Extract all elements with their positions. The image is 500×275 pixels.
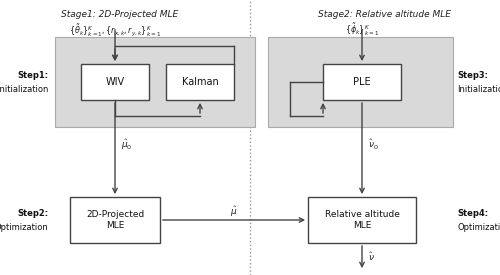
Text: $\hat{\mu}_0$: $\hat{\mu}_0$ xyxy=(121,137,132,152)
Bar xyxy=(323,64,401,100)
Text: Optimization: Optimization xyxy=(457,224,500,232)
Bar xyxy=(81,64,149,100)
Text: Kalman: Kalman xyxy=(182,77,218,87)
Text: 2D-Projected
MLE: 2D-Projected MLE xyxy=(86,210,144,230)
Text: $\{\tilde{\theta}_k\}_{k=1}^K,\{r_{x,k},r_{y,k}\}_{k=1}^K$: $\{\tilde{\theta}_k\}_{k=1}^K,\{r_{x,k},… xyxy=(69,22,161,38)
Text: Initialization: Initialization xyxy=(457,86,500,95)
Bar xyxy=(70,197,160,243)
Text: Optimization: Optimization xyxy=(0,224,48,232)
Text: $\hat{\nu}_0$: $\hat{\nu}_0$ xyxy=(368,138,378,152)
Text: PLE: PLE xyxy=(353,77,371,87)
Bar xyxy=(268,37,453,127)
Text: Stage1: 2D-Projected MLE: Stage1: 2D-Projected MLE xyxy=(62,10,178,19)
Bar xyxy=(166,64,234,100)
Bar xyxy=(308,197,416,243)
Text: Initialization: Initialization xyxy=(0,86,48,95)
Text: Step1:: Step1: xyxy=(17,72,48,81)
Text: Step2:: Step2: xyxy=(17,210,48,219)
Text: Stage2: Relative altitude MLE: Stage2: Relative altitude MLE xyxy=(318,10,452,19)
Text: Step4:: Step4: xyxy=(457,210,488,219)
Text: Step3:: Step3: xyxy=(457,72,488,81)
Bar xyxy=(55,37,255,127)
Text: $\hat{\mu}$: $\hat{\mu}$ xyxy=(230,205,237,219)
Text: $\{\tilde{\phi}_k\}_{k=1}^K$: $\{\tilde{\phi}_k\}_{k=1}^K$ xyxy=(345,22,379,38)
Text: WIV: WIV xyxy=(106,77,124,87)
Text: Relative altitude
MLE: Relative altitude MLE xyxy=(324,210,400,230)
Text: $\hat{\nu}$: $\hat{\nu}$ xyxy=(368,251,375,263)
